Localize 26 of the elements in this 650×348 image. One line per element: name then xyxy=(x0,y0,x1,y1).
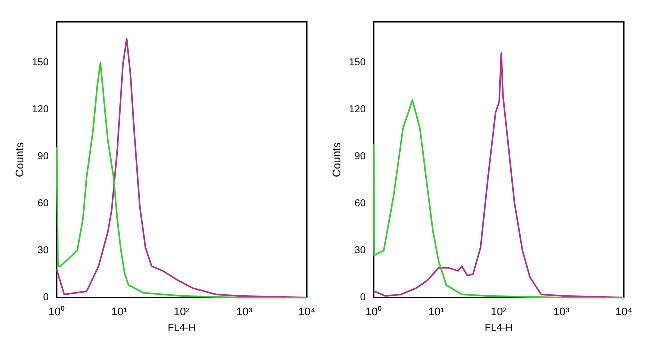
y-tick-label: 120 xyxy=(349,104,366,116)
y-tick-label: 150 xyxy=(32,57,50,68)
y-tick-label: 0 xyxy=(360,292,366,304)
x-tick-label: 10² xyxy=(174,306,190,318)
x-tick-label: 10² xyxy=(490,306,508,318)
x-axis-title: FL4-H xyxy=(485,322,513,334)
y-axis-title: Counts xyxy=(332,142,344,178)
x-tick-label: 10⁰ xyxy=(366,305,382,318)
y-tick-label: 0 xyxy=(43,292,50,304)
y-tick-label: 30 xyxy=(38,246,50,257)
y-tick-label: 60 xyxy=(354,198,366,210)
x-tick-label: 10¹ xyxy=(111,306,128,318)
x-tick-label: 10⁴ xyxy=(616,306,633,318)
y-tick-label: 150 xyxy=(349,57,366,68)
x-tick-label: 10¹ xyxy=(428,306,445,318)
y-tick-label: 30 xyxy=(354,246,366,257)
x-tick-label: 10³ xyxy=(554,306,570,318)
x-axis-title: FL4-H xyxy=(168,322,196,334)
y-tick-label: 120 xyxy=(32,104,50,116)
y-axis-title: Counts xyxy=(14,142,27,178)
y-tick-label: 90 xyxy=(38,152,50,163)
y-tick-label: 90 xyxy=(354,152,366,163)
x-tick-label: 10⁴ xyxy=(298,306,316,318)
x-tick-label: 10⁰ xyxy=(48,305,66,318)
y-tick-label: 60 xyxy=(38,198,50,210)
x-tick-label: 10³ xyxy=(236,306,253,318)
